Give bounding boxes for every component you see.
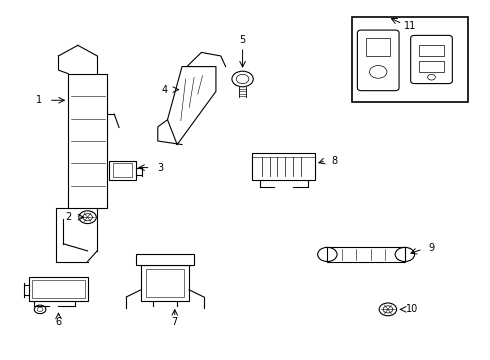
Bar: [419, 61, 443, 72]
FancyBboxPatch shape: [357, 30, 399, 91]
Text: 9: 9: [428, 243, 435, 253]
Bar: [352, 17, 468, 102]
Bar: [419, 45, 443, 56]
Bar: [366, 38, 391, 56]
Text: 5: 5: [240, 35, 245, 45]
Bar: [136, 255, 194, 265]
Text: 8: 8: [332, 156, 338, 166]
Bar: [32, 280, 85, 298]
Text: 4: 4: [162, 85, 168, 95]
Text: 10: 10: [406, 304, 418, 314]
FancyBboxPatch shape: [411, 35, 452, 84]
Text: 11: 11: [404, 21, 416, 31]
Text: 6: 6: [55, 318, 62, 328]
Bar: [68, 74, 107, 208]
Bar: [29, 278, 88, 301]
Bar: [327, 247, 405, 261]
Text: 7: 7: [172, 318, 178, 328]
Bar: [146, 269, 184, 297]
Bar: [109, 161, 136, 180]
Text: 1: 1: [36, 95, 42, 105]
Bar: [252, 153, 315, 180]
Bar: [113, 163, 132, 177]
Text: 2: 2: [65, 212, 72, 222]
Bar: [141, 265, 189, 301]
Text: 3: 3: [157, 163, 163, 172]
